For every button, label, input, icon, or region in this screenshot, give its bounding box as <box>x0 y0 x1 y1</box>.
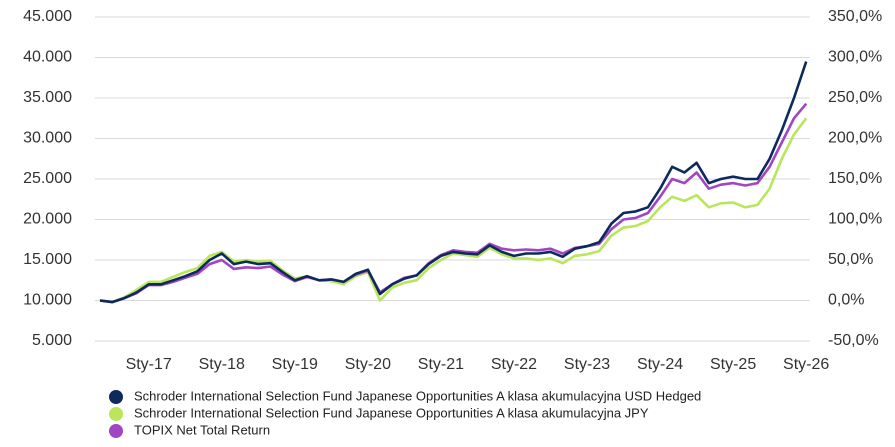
series-line <box>99 61 808 304</box>
x-tick-label: Sty-21 <box>418 356 464 373</box>
y2-tick-label: 200,0% <box>828 130 882 147</box>
x-tick-label: Sty-19 <box>272 356 318 373</box>
y2-tick-label: 50,0% <box>828 251 873 268</box>
y-tick-label: 35.000 <box>23 89 72 106</box>
legend-marker <box>109 407 123 421</box>
y-tick-label: 45.000 <box>23 8 72 25</box>
x-tick-label: Sty-26 <box>783 356 829 373</box>
y-tick-label: 20.000 <box>23 211 72 228</box>
y2-tick-label: 250,0% <box>828 89 882 106</box>
legend-label: Schroder International Selection Fund Ja… <box>134 388 701 403</box>
y2-tick-label: -50,0% <box>828 332 879 349</box>
y2-tick-label: 100,0% <box>828 211 882 228</box>
x-tick-label: Sty-25 <box>710 356 756 373</box>
legend-label: Schroder International Selection Fund Ja… <box>134 405 649 420</box>
y2-tick-label: 0,0% <box>828 292 864 309</box>
x-tick-label: Sty-17 <box>126 356 172 373</box>
y-tick-label: 25.000 <box>23 170 72 187</box>
y2-tick-label: 300,0% <box>828 49 882 66</box>
series-line <box>99 117 808 304</box>
x-tick-label: Sty-23 <box>564 356 610 373</box>
series-line <box>99 102 808 304</box>
legend-marker <box>109 424 123 438</box>
legend-marker <box>109 390 123 404</box>
x-tick-label: Sty-24 <box>637 356 683 373</box>
x-tick-label: Sty-20 <box>345 356 391 373</box>
y-tick-label: 10.000 <box>23 292 72 309</box>
x-tick-label: Sty-22 <box>491 356 537 373</box>
y-tick-label: 15.000 <box>23 251 72 268</box>
x-tick-label: Sty-18 <box>199 356 245 373</box>
y-tick-label: 5.000 <box>32 332 72 349</box>
y2-tick-label: 350,0% <box>828 8 882 25</box>
y2-tick-label: 150,0% <box>828 170 882 187</box>
y-tick-label: 40.000 <box>23 49 72 66</box>
legend-label: TOPIX Net Total Return <box>134 422 270 437</box>
y-tick-label: 30.000 <box>23 130 72 147</box>
